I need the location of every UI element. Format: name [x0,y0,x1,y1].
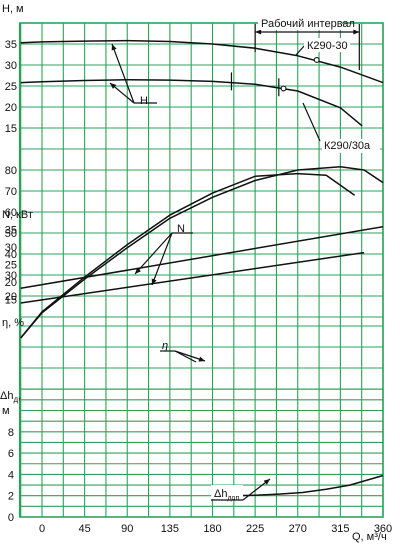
h-leader-upper [111,43,135,104]
duty-point [313,57,320,63]
work-interval-label-bg [258,17,342,30]
dh-curve-symbol: Δh [214,488,227,500]
y-tick-label-dh: 0 [8,512,14,524]
y-tick-label-dh: 2 [8,491,14,503]
n-leader-arrow-lower [151,278,157,285]
y-tick-label-n: 25 [5,260,17,272]
y-tick-label-dh: 6 [8,448,14,460]
x-tick-label: 0 [39,523,45,535]
y-tick-label-dh: 4 [8,469,14,481]
y-tick-label-eta: 30 [5,270,17,282]
x-tick-label: 360 [374,523,392,535]
x-tick-label: 135 [161,523,179,535]
y-axis-title-h: H, м [2,3,24,15]
y-axis-title-dh: Δhд, [0,390,21,404]
n-leader-arrow-upper [135,267,141,274]
n-leader-upper [134,232,173,275]
curve-n-2 [20,251,365,304]
y-tick-label-eta: 40 [5,249,17,261]
work-interval-arrow-left [255,29,262,35]
chart-marks [109,17,380,501]
curve-n-1 [20,225,384,290]
y-tick-label-h: 20 [5,102,17,114]
y-axis-unit-dh: м [2,405,10,417]
y-tick-label-eta: 50 [5,228,17,240]
chart-grid [18,22,384,518]
work-interval-arrow-right [353,29,360,35]
dh-curve-sub: доп [227,495,239,502]
y-tick-label-n: 20 [5,277,17,289]
dh-axis-sub: д [13,395,18,404]
eta-leader-1 [174,350,197,363]
y-tick-label-eta: 60 [5,207,17,219]
curve-h-k290-30a [20,78,363,127]
chart-labels: H, м N, кВт η, % Δhд, м Q, м³/ч Рабочий … [0,3,392,543]
k290-30a-label-bg [322,139,380,153]
y-tick-label-eta: 70 [5,186,17,198]
y-tick-label-eta: 80 [5,165,17,177]
k290-30a-leader [302,102,321,142]
y-tick-label-n: 30 [5,242,17,254]
dh-leader-arrow [263,479,270,485]
x-tick-label: 225 [246,523,264,535]
eta-curve-label: η [162,340,168,352]
n-leader-lower [151,232,173,286]
x-axis-title: Q, м³/ч [352,531,387,543]
eta-leader-arrow [198,356,205,362]
y-tick-label-h: 25 [5,81,17,93]
k290-30-leader [295,44,306,56]
dh-axis-sep: , [18,390,21,402]
h-leader-arrow-lower [110,83,117,89]
y-tick-label-dh: 8 [8,427,14,439]
x-tick-label: 90 [121,523,133,535]
chart-curves [20,39,384,497]
work-interval-label: Рабочий интервал [261,18,355,30]
duty-point [280,85,287,92]
n-curve-label: N [177,223,185,235]
y-axis-title-n: N, кВт [2,209,33,221]
x-tick-label: 45 [79,523,91,535]
dh-curve-label: Δhдоп [214,488,239,502]
y-tick-label-eta: 20 [5,291,17,303]
series-label-k290-30: К290-30 [307,40,348,52]
h-curve-label: H [140,95,148,107]
curve-dh-allowable [231,474,384,497]
x-tick-label: 315 [331,523,349,535]
series-label-k290-30a: К290/30а [324,140,371,152]
y-tick-label-h: 35 [5,39,17,51]
dh-axis-symbol: Δh [0,390,13,402]
y-axis-title-eta: η, % [2,317,24,329]
dh-label-bg [211,485,243,499]
h-leader-arrow-upper [111,44,117,51]
x-tick-label: 270 [289,523,307,535]
y-tick-label-h: 15 [5,123,17,135]
y-tick-label-n: 15 [5,295,17,307]
x-tick-label: 180 [203,523,221,535]
curve-eta-2 [20,172,356,339]
curve-eta-1 [20,166,384,339]
k290-30-label-bg [304,38,350,52]
y-tick-label-n: 35 [5,225,17,237]
y-tick-label-h: 30 [5,60,17,72]
